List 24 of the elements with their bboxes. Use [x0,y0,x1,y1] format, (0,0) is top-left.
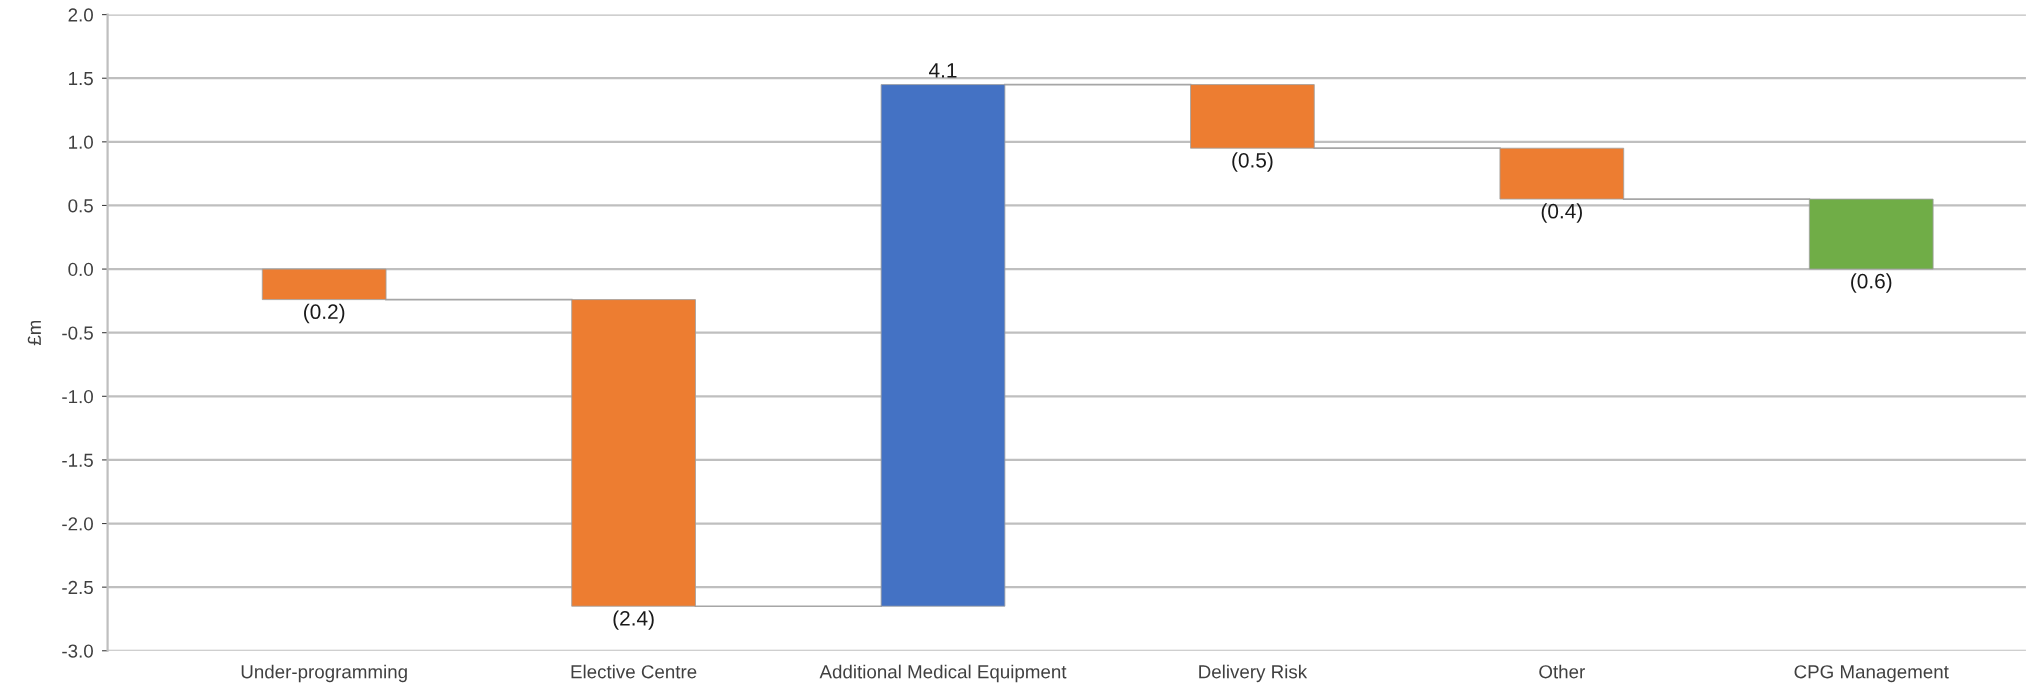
y-tick-label: 1.0 [69,135,93,149]
y-tick-label: -2.0 [62,517,93,531]
y-axis-title: £m [27,320,41,346]
x-tick-label: Additional Medical Equipment [819,664,1067,683]
y-tick-label: -2.5 [62,580,93,595]
data-label: 4.1 [929,63,957,78]
data-label: (0.2) [304,303,345,324]
x-tick-label: Delivery Risk [1199,664,1308,683]
x-tick-label: Elective Centre [571,664,697,679]
y-tick-label: -3.0 [62,644,93,658]
y-tick-label: 0.0 [68,262,93,277]
data-label: (2.4) [613,610,654,630]
y-tick-label: 0.5 [68,199,93,213]
data-label: (0.6) [1851,273,1892,293]
data-label: (0.5) [1232,152,1273,172]
x-tick-label: CPG Management [1794,665,1949,683]
y-tick-label: 1.5 [69,72,93,86]
y-tick-label: -1.0 [62,390,93,404]
data-label: (0.4) [1541,203,1582,223]
y-tick-label: -0.5 [62,326,93,340]
y-tick-label: 2.0 [68,8,93,22]
y-tick-label: -1.5 [62,453,93,467]
x-tick-label: Other [1539,664,1585,679]
x-tick-label: Under-programming [241,664,407,683]
